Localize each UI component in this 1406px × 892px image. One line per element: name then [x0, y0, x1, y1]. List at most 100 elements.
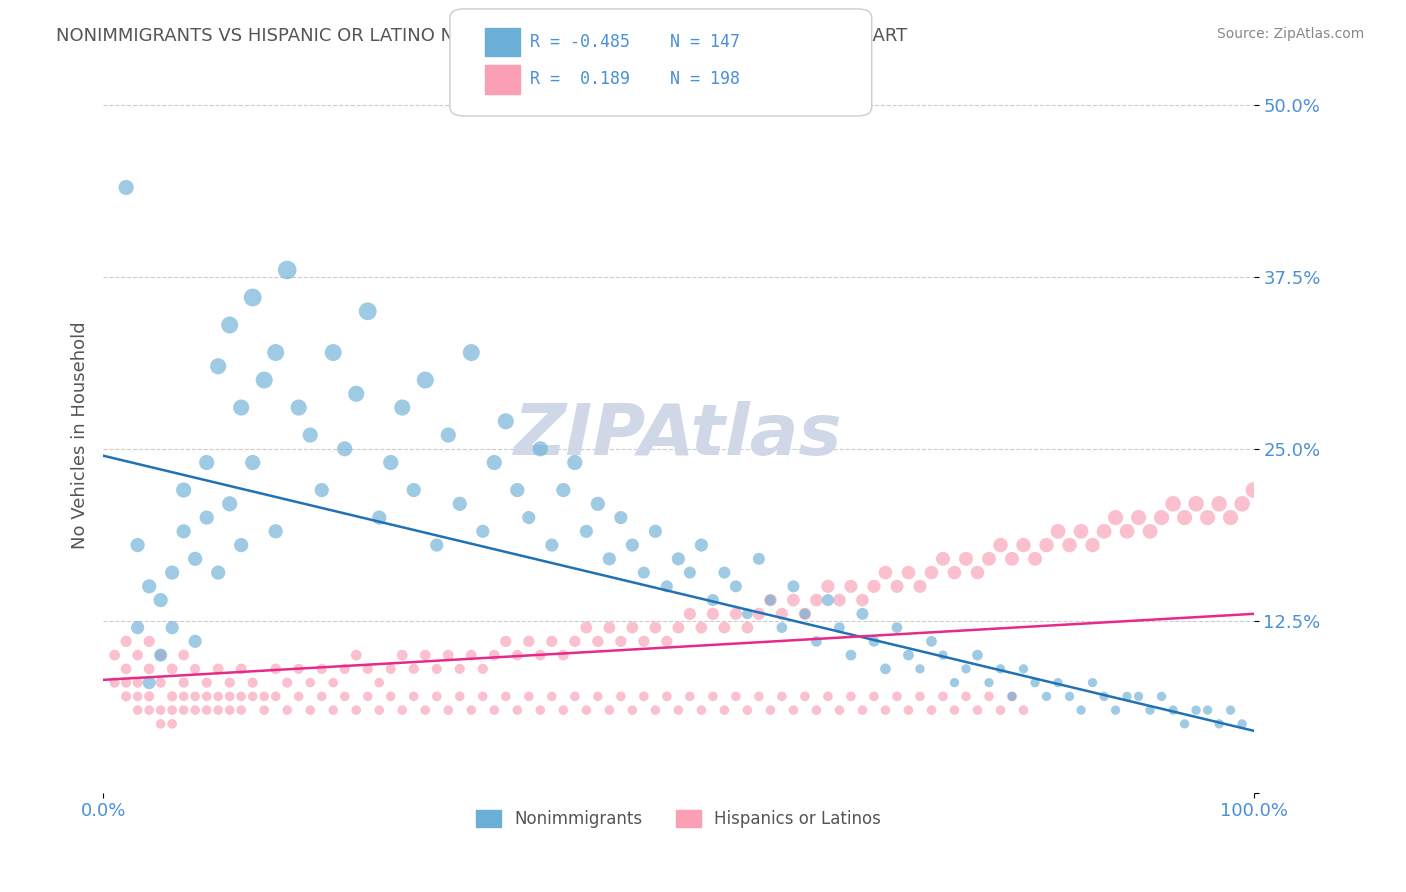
Point	[1230, 497, 1253, 511]
Point	[1001, 690, 1024, 704]
Point	[851, 703, 873, 717]
Point	[1012, 538, 1035, 552]
Point	[173, 524, 195, 539]
Point	[207, 690, 229, 704]
Point	[839, 648, 862, 662]
Point	[1092, 524, 1115, 539]
Point	[610, 690, 633, 704]
Point	[357, 690, 380, 704]
Point	[115, 662, 138, 676]
Point	[553, 648, 575, 662]
Point	[517, 510, 540, 524]
Point	[990, 538, 1012, 552]
Point	[955, 551, 977, 566]
Point	[793, 690, 815, 704]
Point	[1059, 690, 1081, 704]
Point	[1197, 510, 1219, 524]
Point	[943, 703, 966, 717]
Point	[1230, 717, 1253, 731]
Point	[633, 634, 655, 648]
Point	[104, 648, 127, 662]
Point	[380, 690, 402, 704]
Point	[713, 566, 735, 580]
Point	[149, 648, 172, 662]
Point	[402, 483, 425, 497]
Point	[160, 566, 183, 580]
Point	[679, 607, 702, 621]
Point	[344, 386, 367, 401]
Point	[863, 690, 886, 704]
Point	[127, 675, 149, 690]
Point	[655, 634, 678, 648]
Point	[1208, 717, 1230, 731]
Point	[655, 579, 678, 593]
Point	[506, 483, 529, 497]
Point	[1012, 662, 1035, 676]
Point	[242, 690, 264, 704]
Point	[851, 593, 873, 607]
Point	[368, 510, 391, 524]
Point	[138, 675, 160, 690]
Point	[311, 662, 333, 676]
Point	[932, 551, 955, 566]
Point	[1104, 703, 1126, 717]
Point	[990, 703, 1012, 717]
Point	[413, 703, 436, 717]
Point	[1208, 497, 1230, 511]
Point	[149, 717, 172, 731]
Point	[426, 690, 449, 704]
Point	[460, 345, 482, 359]
Point	[828, 593, 851, 607]
Point	[702, 607, 724, 621]
Point	[127, 690, 149, 704]
Point	[149, 703, 172, 717]
Point	[471, 662, 494, 676]
Point	[322, 345, 344, 359]
Point	[460, 648, 482, 662]
Point	[610, 634, 633, 648]
Point	[1128, 690, 1150, 704]
Point	[529, 703, 551, 717]
Point	[127, 621, 149, 635]
Point	[195, 456, 218, 470]
Point	[955, 662, 977, 676]
Point	[977, 551, 1000, 566]
Point	[666, 551, 689, 566]
Point	[724, 579, 747, 593]
Point	[690, 621, 713, 635]
Point	[724, 690, 747, 704]
Point	[242, 675, 264, 690]
Point	[737, 607, 759, 621]
Point	[806, 593, 828, 607]
Point	[495, 690, 517, 704]
Point	[621, 703, 644, 717]
Point	[690, 538, 713, 552]
Point	[666, 621, 689, 635]
Point	[115, 634, 138, 648]
Point	[517, 690, 540, 704]
Point	[897, 703, 920, 717]
Point	[1035, 538, 1057, 552]
Point	[793, 607, 815, 621]
Point	[1197, 703, 1219, 717]
Point	[966, 703, 988, 717]
Point	[851, 607, 873, 621]
Point	[184, 690, 207, 704]
Point	[564, 634, 586, 648]
Point	[299, 703, 322, 717]
Point	[828, 703, 851, 717]
Point	[793, 607, 815, 621]
Point	[540, 634, 562, 648]
Point	[966, 566, 988, 580]
Point	[484, 648, 506, 662]
Point	[449, 662, 471, 676]
Point	[437, 428, 460, 442]
Point	[943, 566, 966, 580]
Point	[127, 538, 149, 552]
Point	[391, 703, 413, 717]
Point	[1174, 510, 1197, 524]
Point	[644, 524, 666, 539]
Point	[368, 675, 391, 690]
Text: R =  0.189    N = 198: R = 0.189 N = 198	[530, 70, 740, 88]
Point	[748, 690, 770, 704]
